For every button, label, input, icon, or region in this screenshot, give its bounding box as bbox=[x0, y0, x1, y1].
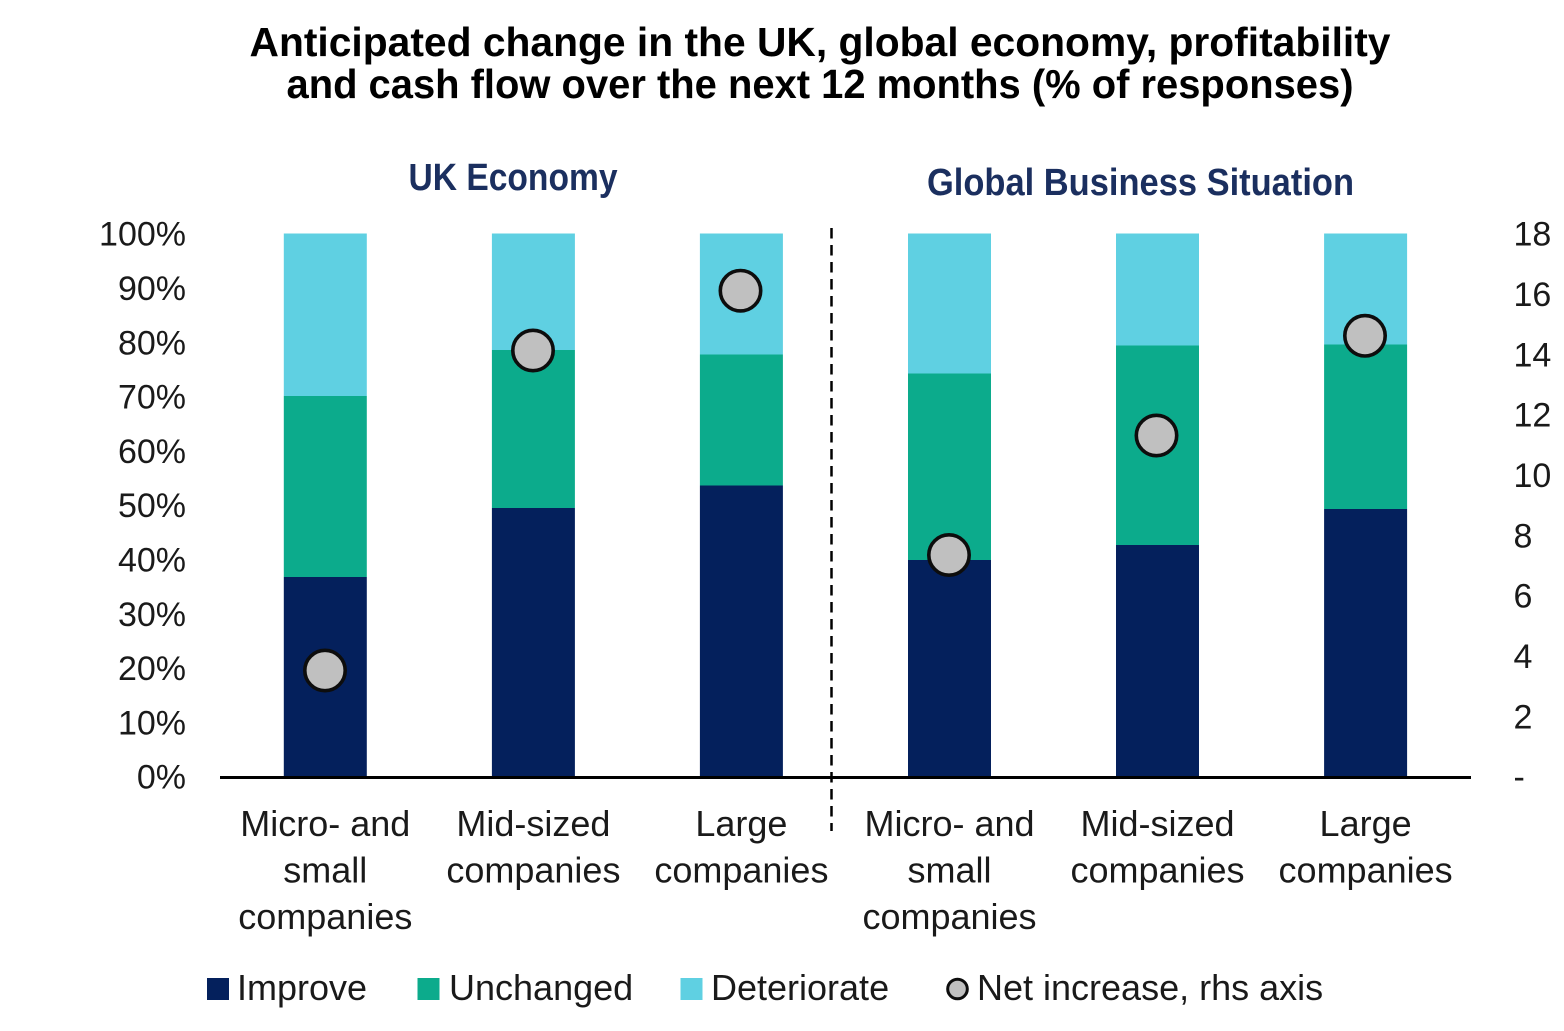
svg-text:4: 4 bbox=[1514, 638, 1533, 676]
svg-text:Deteriorate: Deteriorate bbox=[711, 967, 889, 1008]
svg-text:-: - bbox=[1514, 758, 1525, 796]
svg-text:Mid-sized: Mid-sized bbox=[456, 803, 610, 844]
svg-text:Global Business Situation: Global Business Situation bbox=[927, 162, 1354, 204]
svg-text:companies: companies bbox=[238, 896, 412, 937]
svg-text:18: 18 bbox=[1514, 216, 1552, 254]
svg-text:16: 16 bbox=[1514, 276, 1552, 314]
svg-text:30%: 30% bbox=[118, 596, 186, 634]
svg-text:Unchanged: Unchanged bbox=[449, 967, 633, 1008]
svg-text:40%: 40% bbox=[118, 542, 186, 580]
svg-text:14: 14 bbox=[1514, 336, 1552, 374]
svg-text:90%: 90% bbox=[118, 270, 186, 308]
svg-text:companies: companies bbox=[446, 850, 620, 891]
svg-text:Improve: Improve bbox=[237, 967, 367, 1008]
svg-text:10: 10 bbox=[1514, 457, 1552, 495]
svg-text:companies: companies bbox=[654, 850, 828, 891]
svg-text:70%: 70% bbox=[118, 379, 186, 417]
svg-text:Mid-sized: Mid-sized bbox=[1080, 803, 1234, 844]
svg-text:Anticipated change in the UK,: Anticipated change in the UK, global eco… bbox=[250, 19, 1391, 65]
svg-text:companies: companies bbox=[1070, 850, 1244, 891]
svg-text:12: 12 bbox=[1514, 397, 1552, 435]
svg-text:100%: 100% bbox=[99, 216, 186, 254]
svg-text:and cash flow over the next 12: and cash flow over the next 12 months (%… bbox=[287, 61, 1354, 107]
svg-text:10%: 10% bbox=[118, 704, 186, 742]
svg-text:60%: 60% bbox=[118, 433, 186, 471]
svg-text:6: 6 bbox=[1514, 578, 1533, 616]
svg-text:small: small bbox=[283, 850, 367, 891]
svg-text:20%: 20% bbox=[118, 650, 186, 688]
svg-text:80%: 80% bbox=[118, 324, 186, 362]
svg-text:Large: Large bbox=[1320, 803, 1412, 844]
svg-text:8: 8 bbox=[1514, 517, 1533, 555]
svg-text:companies: companies bbox=[1279, 850, 1453, 891]
svg-text:companies: companies bbox=[862, 896, 1036, 937]
svg-text:50%: 50% bbox=[118, 487, 186, 525]
svg-text:0%: 0% bbox=[137, 759, 186, 797]
svg-text:Large: Large bbox=[695, 803, 787, 844]
svg-text:UK Economy: UK Economy bbox=[409, 157, 618, 199]
svg-text:Micro- and: Micro- and bbox=[864, 803, 1034, 844]
svg-text:Net increase, rhs axis: Net increase, rhs axis bbox=[977, 967, 1323, 1008]
svg-text:Micro- and: Micro- and bbox=[240, 803, 410, 844]
svg-text:small: small bbox=[907, 850, 991, 891]
svg-text:2: 2 bbox=[1514, 698, 1533, 736]
